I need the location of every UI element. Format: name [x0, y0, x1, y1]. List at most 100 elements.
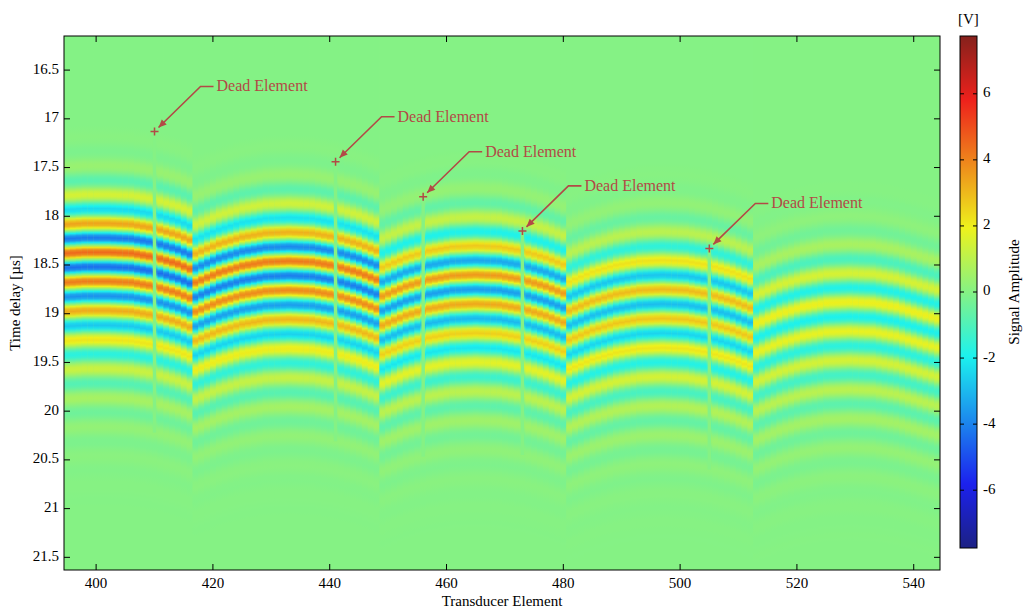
signal-column	[771, 36, 777, 570]
signal-column	[210, 36, 216, 570]
annotation-arrowhead	[159, 119, 167, 127]
colorbar-scale	[960, 36, 977, 548]
signal-column	[192, 36, 198, 570]
signal-column	[216, 36, 222, 570]
x-tick	[796, 36, 797, 570]
colorbar-tick	[960, 424, 977, 425]
y-axis-title: Time delay [µs]	[7, 255, 23, 351]
signal-column	[99, 36, 105, 570]
y-tick	[64, 313, 940, 314]
colorbar-tick	[960, 159, 977, 160]
signal-column	[642, 36, 648, 570]
dead-element-marker	[332, 158, 340, 166]
colorbar: -6-4-20246[V]Signal Amplitude	[958, 11, 1022, 548]
signal-column	[292, 36, 298, 570]
colorbar-tick	[960, 490, 977, 491]
signal-column	[508, 36, 514, 570]
colorbar-tick-label: -4	[983, 415, 996, 431]
x-tick	[913, 36, 914, 570]
signal-column	[228, 36, 234, 570]
y-tick	[64, 362, 940, 363]
y-tick-label: 16.5	[33, 61, 59, 77]
x-tick-label: 520	[786, 575, 809, 591]
signal-column	[514, 36, 520, 570]
signal-column	[157, 36, 163, 570]
signal-column	[800, 36, 806, 570]
x-tick-label: 480	[552, 575, 575, 591]
signal-column	[122, 36, 128, 570]
y-tick-label: 20.5	[33, 450, 59, 466]
y-tick	[64, 459, 940, 460]
signal-column	[368, 36, 374, 570]
signal-column	[899, 36, 905, 570]
dead-element-column	[421, 197, 425, 457]
signal-column	[812, 36, 818, 570]
y-tick	[64, 118, 940, 119]
signal-column	[572, 36, 578, 570]
signal-column	[765, 36, 771, 570]
y-tick-label: 17	[44, 109, 60, 125]
signal-column	[718, 36, 724, 570]
annotation-arrow	[526, 186, 581, 227]
colorbar-title: Signal Amplitude	[1006, 239, 1022, 345]
dead-element-marker	[151, 127, 159, 135]
colorbar-unit: [V]	[958, 11, 979, 27]
signal-column	[876, 36, 882, 570]
signal-column	[630, 36, 636, 570]
signal-column	[823, 36, 829, 570]
signal-column	[701, 36, 707, 570]
signal-column	[613, 36, 619, 570]
annotation-arrow	[427, 152, 482, 193]
signal-column	[222, 36, 228, 570]
x-tick-label: 420	[202, 575, 225, 591]
signal-column	[660, 36, 666, 570]
signal-column	[835, 36, 841, 570]
signal-column	[730, 36, 736, 570]
x-tick	[563, 36, 564, 570]
signal-column	[537, 36, 543, 570]
annotation-arrowhead	[526, 219, 534, 227]
signal-column	[782, 36, 788, 570]
signal-column	[76, 36, 82, 570]
signal-column	[864, 36, 870, 570]
signal-column	[788, 36, 794, 570]
chart: 40042044046048050052054016.51717.51818.5…	[0, 0, 1032, 613]
signal-column	[794, 36, 800, 570]
y-tick-label: 17.5	[33, 158, 59, 174]
dead-element-column	[334, 162, 338, 442]
signal-column	[671, 36, 677, 570]
dead-element-marker	[705, 244, 713, 252]
signal-column	[496, 36, 502, 570]
signal-column	[274, 36, 280, 570]
signal-column	[882, 36, 888, 570]
signal-column	[928, 36, 934, 570]
colorbar-tick-label: -2	[983, 349, 996, 365]
annotation-label: Dead Element	[584, 177, 676, 194]
signal-column	[689, 36, 695, 570]
signal-column	[747, 36, 753, 570]
signal-column	[549, 36, 555, 570]
signal-column	[245, 36, 251, 570]
y-tick	[64, 411, 940, 412]
colorbar-tick	[960, 93, 977, 94]
signal-column	[829, 36, 835, 570]
signal-column	[601, 36, 607, 570]
signal-column	[315, 36, 321, 570]
signal-column	[666, 36, 672, 570]
x-tick-label: 500	[669, 575, 692, 591]
signal-column	[181, 36, 187, 570]
signal-column	[531, 36, 537, 570]
y-tick-label: 21.5	[33, 548, 59, 564]
signal-column	[847, 36, 853, 570]
plot-area	[64, 36, 940, 570]
y-tick	[64, 557, 940, 558]
signal-column	[648, 36, 654, 570]
signal-column	[146, 36, 152, 570]
dead-element-column	[521, 231, 525, 455]
signal-column	[625, 36, 631, 570]
signal-column	[239, 36, 245, 570]
signal-column	[152, 36, 158, 570]
plot-background	[64, 36, 940, 570]
dead-element-column	[153, 132, 157, 433]
signal-column	[117, 36, 123, 570]
